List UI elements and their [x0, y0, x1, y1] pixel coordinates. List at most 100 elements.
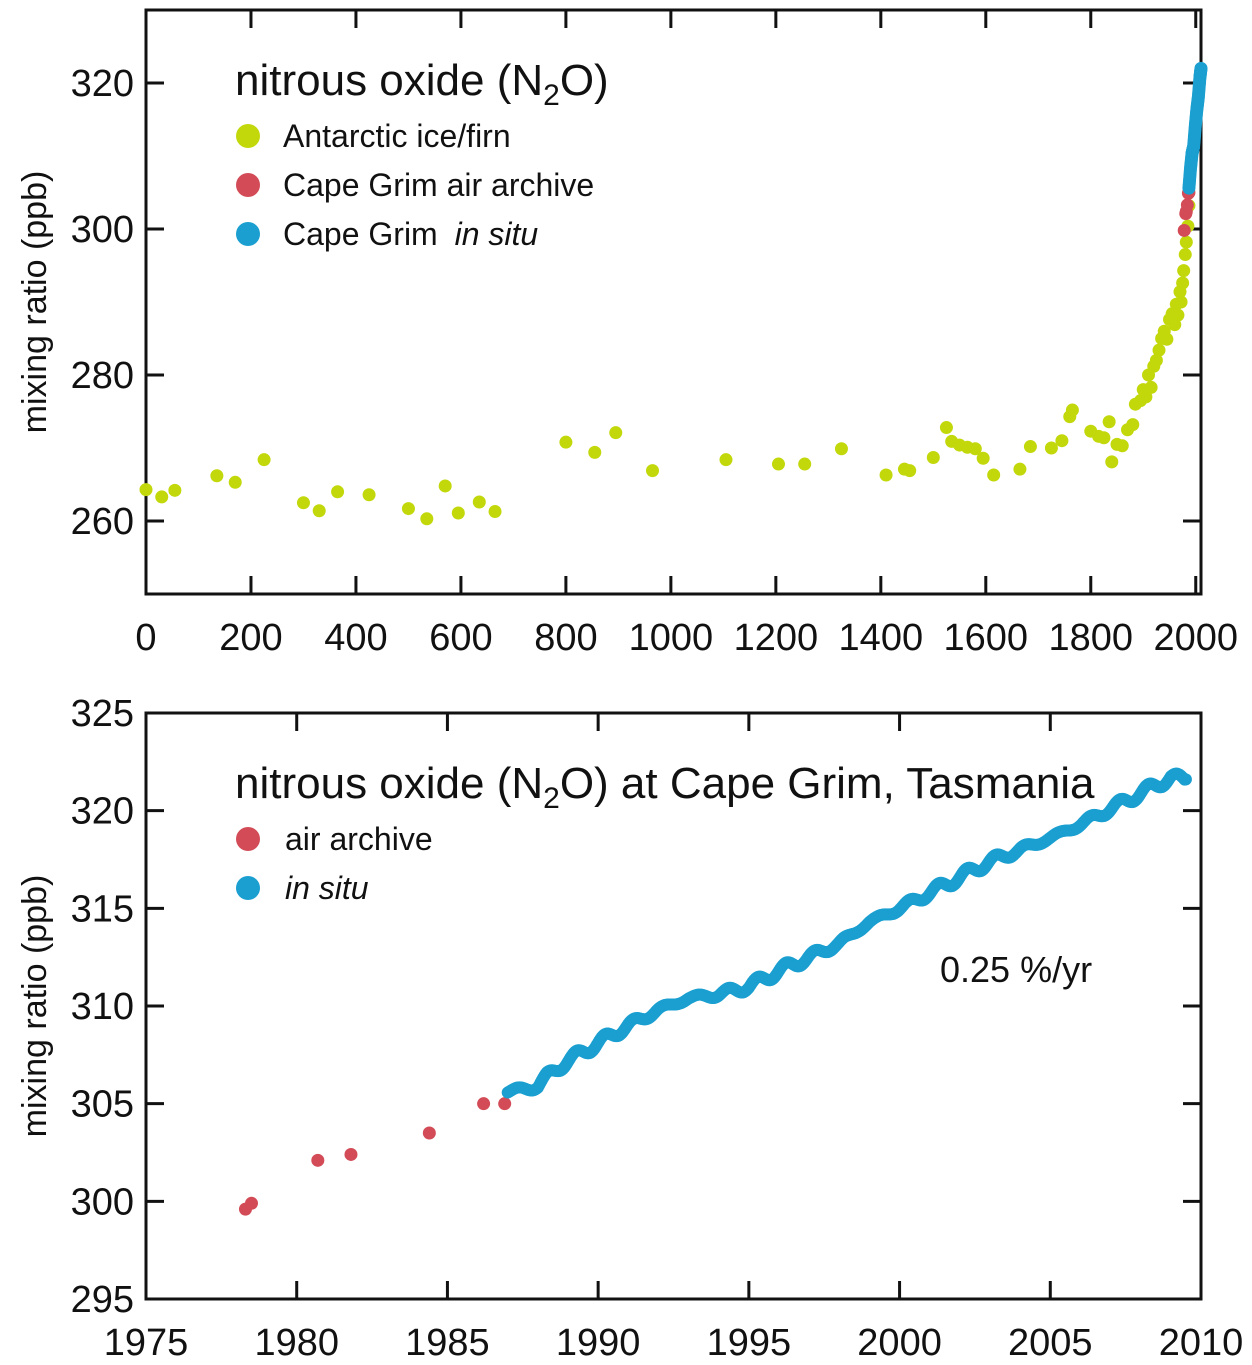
- data-point: [477, 1097, 491, 1111]
- data-point: [1174, 295, 1188, 309]
- data-point: [228, 475, 242, 489]
- data-point: [939, 421, 953, 435]
- data-point: [1023, 440, 1037, 454]
- data-point: [1115, 439, 1129, 453]
- legend-label-text: Antarctic ice/firn: [283, 118, 511, 154]
- y-tick-label: 305: [71, 1084, 134, 1126]
- y-axis-title: mixing ratio (ppb): [16, 875, 54, 1138]
- data-point: [719, 453, 733, 467]
- legend-label: Cape Grim air archive: [283, 167, 594, 203]
- chart-panel-2: 1975 1980 1985 1990 1995 2000 2005 2010 295 300 30…: [16, 693, 1243, 1364]
- legend-label: Cape Grim in situ: [283, 216, 538, 252]
- data-point: [1065, 403, 1079, 417]
- data-point: [1178, 248, 1192, 262]
- y-tick-label: 300: [71, 1181, 134, 1223]
- data-point: [362, 488, 376, 502]
- data-point: [646, 464, 660, 478]
- data-point: [210, 469, 224, 483]
- x-tick-label: 600: [429, 617, 492, 659]
- y-tick-label: 280: [71, 355, 134, 397]
- data-point: [987, 468, 1001, 482]
- x-tick-label: 1200: [734, 617, 819, 659]
- x-tick-label: 1400: [839, 617, 924, 659]
- x-tick-label: 2010: [1159, 1322, 1244, 1364]
- data-point: [1105, 455, 1119, 469]
- data-point: [438, 479, 452, 493]
- data-point: [609, 426, 623, 440]
- x-tick-label: 1000: [629, 617, 714, 659]
- data-point: [488, 505, 502, 519]
- legend-label-text: Cape Grim: [283, 216, 447, 252]
- data-point: [344, 1147, 358, 1161]
- data-point: [1177, 223, 1191, 237]
- legend-label-italic: in situ: [455, 216, 539, 252]
- data-point: [1055, 434, 1069, 448]
- data-point: [1171, 308, 1185, 322]
- chart-title-main: nitrous oxide (N: [235, 56, 543, 105]
- data-point: [1097, 431, 1111, 445]
- data-point: [296, 496, 310, 510]
- chart-title-main: nitrous oxide (N: [235, 759, 543, 808]
- data-point: [1144, 380, 1158, 394]
- data-point: [472, 495, 486, 509]
- data-point: [1102, 415, 1116, 429]
- data-point: [1177, 264, 1191, 278]
- chart-panel-1: 0 200 400 600 800 1000 1200 1400 1600 1800 2000 260…: [16, 8, 1238, 659]
- x-tick-label: 2000: [1153, 617, 1238, 659]
- x-tick-label: 800: [534, 617, 597, 659]
- y-tick-label: 315: [71, 888, 134, 930]
- data-point: [834, 442, 848, 456]
- data-point: [168, 483, 182, 497]
- data-point: [1152, 343, 1166, 357]
- data-point: [139, 483, 153, 497]
- data-point: [401, 502, 415, 516]
- data-point: [245, 1196, 258, 1210]
- legend-marker: [236, 876, 260, 900]
- series-air-archive: [238, 1097, 512, 1216]
- data-point: [588, 445, 602, 459]
- chart-title-tail: O) at Cape Grim, Tasmania: [560, 759, 1095, 808]
- chart-title: nitrous oxide (N2O): [235, 56, 609, 112]
- legend-label: air archive: [285, 821, 433, 857]
- data-point: [1179, 773, 1192, 786]
- data-point: [1180, 198, 1194, 212]
- data-point: [771, 457, 785, 471]
- data-point: [1126, 418, 1140, 432]
- legend-label-text: Cape Grim air archive: [283, 167, 594, 203]
- legend-marker: [236, 827, 260, 851]
- data-point: [798, 457, 812, 471]
- legend-marker: [236, 222, 260, 246]
- data-point: [559, 435, 573, 449]
- x-tick-label: 1990: [556, 1322, 641, 1364]
- series-in-situ: [501, 767, 1192, 1099]
- x-tick-label: 1975: [104, 1322, 189, 1364]
- legend-label: Antarctic ice/firn: [283, 118, 511, 154]
- y-tick-label: 320: [71, 791, 134, 833]
- x-tick-label: 400: [324, 617, 387, 659]
- data-point: [1194, 62, 1208, 76]
- data-point: [312, 504, 326, 518]
- y-tick-label: 300: [71, 209, 134, 251]
- legend-marker: [236, 173, 260, 197]
- plot-frame: [144, 8, 1203, 596]
- data-point: [422, 1126, 436, 1140]
- legend-marker: [236, 124, 260, 148]
- y-tick-label: 325: [71, 693, 134, 735]
- y-tick-label: 295: [71, 1279, 134, 1321]
- legend-label-italic: in situ: [285, 870, 369, 906]
- data-point: [155, 490, 169, 504]
- data-point: [1013, 462, 1027, 476]
- chart-title-subscript: 2: [543, 782, 560, 815]
- x-tick-label: 200: [219, 617, 282, 659]
- data-point: [1176, 276, 1190, 290]
- legend-label: in situ: [285, 870, 369, 906]
- data-point: [976, 451, 990, 465]
- x-tick-label: 2005: [1008, 1322, 1093, 1364]
- data-point: [331, 485, 345, 499]
- y-tick-label: 260: [71, 501, 134, 543]
- x-tick-label: 0: [135, 617, 156, 659]
- x-tick-label: 1985: [405, 1322, 490, 1364]
- data-point: [968, 442, 982, 456]
